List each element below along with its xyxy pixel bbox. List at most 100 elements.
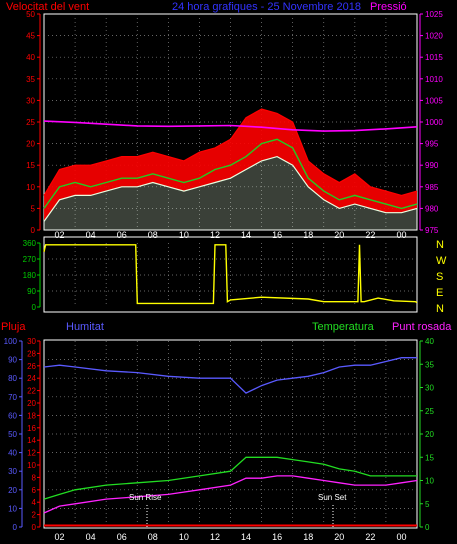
rain-y-tick-label: 12 (27, 449, 36, 458)
compass-label: S (436, 271, 443, 283)
pressure-y-tick-label: 1005 (425, 96, 443, 105)
temperature-y-tick-label: 20 (425, 430, 434, 439)
x-tick-label: 00 (397, 230, 407, 240)
pressure-y-tick-label: 990 (425, 161, 439, 170)
humidity-y-tick-label: 20 (8, 486, 17, 495)
humidity-y-tick-label: 80 (8, 374, 17, 383)
rain-y-tick-label: 0 (32, 523, 37, 532)
humidity-y-tick-label: 10 (8, 504, 17, 513)
temperature-axis: 0 5 10 15 20 25 30 35 40 (419, 337, 434, 532)
sun-rise-label: Sun Rise (129, 493, 162, 502)
x-tick-label: 18 (303, 532, 313, 542)
x-tick-label: 08 (148, 532, 158, 542)
humidity-y-tick-label: 30 (8, 467, 17, 476)
temperature-y-tick-label: 40 (425, 337, 434, 346)
rain-y-tick-label: 22 (27, 387, 36, 396)
x-tick-label: 02 (55, 532, 65, 542)
wind-y-tick-label: 30 (26, 96, 35, 105)
rain-y-tick-label: 2 (32, 511, 37, 520)
humidity-axis: 0 10 20 30 40 50 60 70 80 90 100 (4, 337, 23, 532)
wind-x-axis: 02 04 06 08 10 12 14 16 18 20 22 00 (55, 230, 407, 240)
wind-avg-line (43, 138, 418, 210)
x-tick-label: 16 (272, 230, 282, 240)
direction-y-tick-label: 360 (23, 239, 37, 248)
pressure-y-tick-label: 975 (425, 226, 439, 235)
x-tick-label: 12 (210, 532, 220, 542)
humidity-y-tick-label: 90 (8, 356, 17, 365)
rain-y-tick-label: 10 (27, 461, 36, 470)
wind-y-tick-label: 40 (26, 53, 35, 62)
rain-y-tick-label: 30 (27, 337, 36, 346)
temperature-label: Temperatura (312, 321, 375, 333)
temperature-y-tick-label: 10 (425, 477, 434, 486)
pressure-y-tick-label: 980 (425, 204, 439, 213)
temperature-y-tick-label: 5 (425, 500, 430, 509)
direction-y-tick-label: 0 (32, 303, 37, 312)
wind-y-tick-label: 10 (26, 183, 35, 192)
dewpoint-line (43, 475, 418, 514)
x-tick-label: 10 (179, 532, 189, 542)
wind-series (43, 108, 418, 230)
humidity-label: Humitat (66, 321, 104, 333)
compass-label: N (436, 303, 444, 315)
rain-y-tick-label: 24 (27, 374, 36, 383)
header-left-label: Velocitat del vent (6, 1, 89, 13)
rain-y-tick-label: 20 (27, 399, 36, 408)
header-center-label: 24 hora grafiques - 25 Novembre 2018 (172, 1, 361, 13)
x-tick-label: 22 (365, 230, 375, 240)
direction-y-tick-label: 180 (23, 271, 37, 280)
humidity-y-tick-label: 60 (8, 411, 17, 420)
dewpoint-label: Punt rosada (392, 321, 452, 333)
x-tick-label: 14 (241, 532, 251, 542)
wind-y-tick-label: 15 (26, 161, 35, 170)
wind-y-tick-label: 0 (31, 226, 36, 235)
x-tick-label: 04 (86, 230, 96, 240)
direction-axis: 0 90 180 270 360 (23, 239, 41, 312)
x-tick-label: 10 (179, 230, 189, 240)
wind-y-tick-label: 50 (26, 10, 35, 19)
wind-y-tick-label: 45 (26, 32, 35, 41)
rain-y-tick-label: 18 (27, 411, 36, 420)
rain-y-tick-label: 16 (27, 424, 36, 433)
pressure-axis: 975 980 985 990 995 1000 1005 1010 1015 1020 1025 (419, 10, 443, 235)
header-right-label: Pressió (370, 1, 407, 13)
compass-label: N (436, 239, 444, 251)
humidity-y-tick-label: 70 (8, 393, 17, 402)
direction-series (43, 244, 418, 305)
pressure-y-tick-label: 1025 (425, 10, 443, 19)
temperature-y-tick-label: 30 (425, 384, 434, 393)
rain-y-tick-label: 6 (32, 486, 37, 495)
pressure-y-tick-label: 1015 (425, 53, 443, 62)
direction-chart-grid (44, 243, 417, 307)
rain-y-tick-label: 14 (27, 436, 36, 445)
x-tick-label: 12 (210, 230, 220, 240)
humidity-temp-series (43, 357, 418, 527)
pressure-line (43, 120, 418, 132)
x-tick-label: 20 (334, 230, 344, 240)
rain-y-tick-label: 4 (32, 498, 37, 507)
direction-line (43, 244, 418, 305)
temperature-y-tick-label: 25 (425, 407, 434, 416)
rain-y-tick-label: 8 (32, 473, 37, 482)
temperature-y-tick-label: 15 (425, 453, 434, 462)
x-tick-label: 14 (241, 230, 251, 240)
humidity-y-tick-label: 100 (4, 337, 18, 346)
temperature-line (43, 456, 417, 500)
rain-y-tick-label: 26 (27, 362, 36, 371)
x-tick-label: 02 (55, 230, 65, 240)
wind-speed-axis: 0 5 10 15 20 25 30 35 40 45 50 (26, 10, 41, 235)
x-tick-label: 06 (117, 532, 127, 542)
humidity-y-tick-label: 0 (13, 523, 18, 532)
temperature-y-tick-label: 0 (425, 523, 430, 532)
pressure-y-tick-label: 995 (425, 140, 439, 149)
direction-y-tick-label: 90 (27, 287, 36, 296)
sun-set-label: Sun Set (318, 493, 347, 502)
x-tick-label: 06 (117, 230, 127, 240)
humidity-y-tick-label: 50 (8, 430, 17, 439)
humidity-line (43, 357, 417, 394)
humidity-y-tick-label: 40 (8, 449, 17, 458)
x-tick-label: 04 (86, 532, 96, 542)
